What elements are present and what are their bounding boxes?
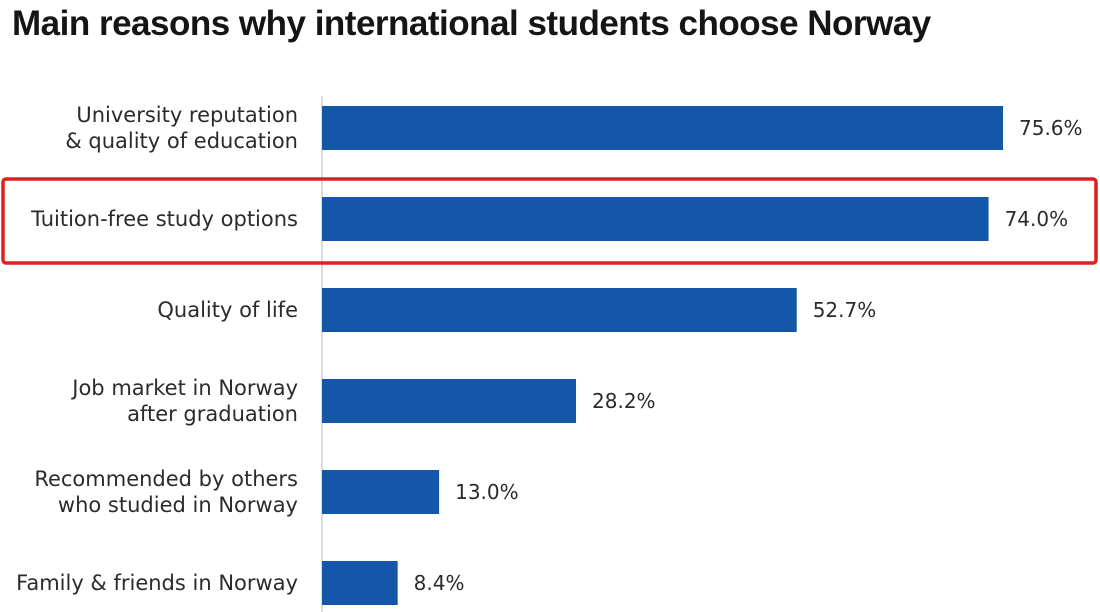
bar: [322, 197, 989, 241]
bar: [322, 379, 577, 423]
category-label: Recommended by others who studied in Norw…: [34, 467, 298, 517]
bar: [322, 561, 398, 605]
category-label: Quality of life: [157, 298, 298, 322]
category-label: Tuition-free study options: [30, 207, 298, 231]
bar: [322, 470, 440, 514]
highlight-box: [1, 177, 1098, 265]
value-label: 8.4%: [414, 571, 465, 595]
value-label: 75.6%: [1019, 116, 1083, 140]
value-label: 13.0%: [455, 480, 519, 504]
value-label: 52.7%: [813, 298, 877, 322]
bar: [322, 106, 1003, 150]
category-label: Job market in Norway after graduation: [70, 376, 298, 426]
category-label: University reputation & quality of educat…: [65, 103, 298, 153]
category-label: Family & friends in Norway: [16, 571, 298, 595]
chart-title: Main reasons why international students …: [12, 4, 931, 43]
value-label: 28.2%: [592, 389, 656, 413]
value-label: 74.0%: [1005, 207, 1069, 231]
bar: [322, 288, 797, 332]
